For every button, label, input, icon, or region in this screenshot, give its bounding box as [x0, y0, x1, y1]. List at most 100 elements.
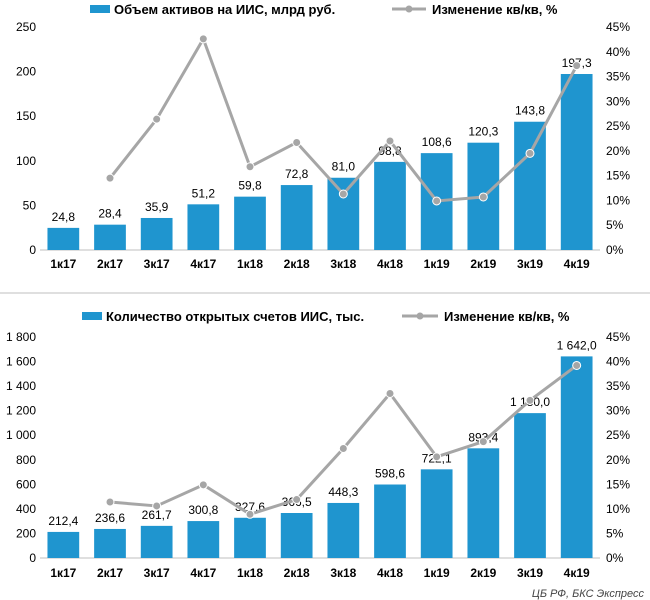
- change-point: [572, 360, 582, 370]
- legend-bar-label: Количество открытых счетов ИИС, тыс.: [106, 309, 364, 324]
- y2-tick-label: 0%: [606, 243, 624, 257]
- legend: Количество открытых счетов ИИС, тыс. Изме…: [82, 309, 570, 324]
- change-point: [338, 189, 348, 199]
- y2-tick-label: 5%: [606, 218, 624, 232]
- x-tick-label: 2к18: [284, 257, 310, 271]
- y-tick-label: 0: [29, 243, 36, 257]
- bar-4к17: [187, 521, 220, 558]
- bar-value-label: 81,0: [332, 160, 356, 174]
- source-note: ЦБ РФ, БКС Экспресс: [532, 588, 645, 600]
- x-tick-label: 3к19: [517, 257, 543, 271]
- change-point: [385, 136, 395, 146]
- y2-tick-label: 45%: [606, 330, 630, 344]
- y-tick-label: 0: [29, 551, 36, 565]
- bar-value-label: 28,4: [98, 207, 122, 221]
- bar-1к17: [47, 227, 80, 250]
- bar-value-label: 448,3: [328, 485, 358, 499]
- x-tick-label: 3к18: [330, 566, 356, 580]
- x-tick-label: 3к17: [144, 257, 170, 271]
- change-point: [245, 509, 255, 519]
- bar-4к19: [560, 74, 593, 251]
- bar-2к17: [94, 528, 126, 558]
- change-point: [292, 495, 302, 505]
- y2-tick-label: 5%: [606, 526, 624, 540]
- y2-tick-label: 15%: [606, 477, 630, 491]
- x-tick-label: 2к17: [97, 566, 123, 580]
- x-tick-label: 1к18: [237, 566, 263, 580]
- x-tick-label: 1к19: [424, 257, 450, 271]
- y-tick-label: 250: [16, 20, 36, 34]
- bar-2к19: [467, 448, 500, 558]
- change-point: [338, 443, 348, 453]
- x-tick-label: 3к18: [330, 257, 356, 271]
- bar-value-label: 236,6: [95, 511, 125, 525]
- bar-value-label: 143,8: [515, 104, 545, 118]
- x-tick-label: 3к19: [517, 566, 543, 580]
- y2-tick-label: 30%: [606, 94, 630, 108]
- x-tick-label: 4к17: [190, 257, 216, 271]
- y-tick-label: 1 400: [6, 379, 36, 393]
- change-line: [108, 37, 578, 203]
- change-point: [198, 34, 208, 44]
- change-point: [105, 173, 115, 183]
- legend-line-marker: [405, 5, 413, 13]
- y-tick-label: 1 200: [6, 404, 36, 418]
- bar-3к17: [140, 525, 173, 558]
- legend-bar-swatch: [82, 312, 102, 320]
- bar-value-label: 51,2: [192, 186, 216, 200]
- change-point: [198, 480, 208, 490]
- y-tick-label: 1 600: [6, 355, 36, 369]
- bar-2к18: [280, 513, 313, 558]
- change-point: [152, 501, 162, 511]
- change-point: [478, 192, 488, 202]
- bar-3к18: [327, 177, 360, 250]
- bar-value-label: 24,8: [52, 210, 76, 224]
- y-tick-label: 600: [16, 477, 36, 491]
- change-point: [292, 137, 302, 147]
- y-tick-label: 400: [16, 502, 36, 516]
- change-point: [525, 395, 535, 405]
- legend: Объем активов на ИИС, млрд руб. Изменение…: [90, 2, 558, 17]
- bar-value-label: 1 642,0: [557, 338, 597, 352]
- x-tick-label: 2к19: [470, 257, 496, 271]
- x-tick-label: 1к17: [50, 257, 76, 271]
- y-tick-label: 100: [16, 154, 36, 168]
- bar-4к18: [374, 161, 406, 250]
- bar-value-label: 598,6: [375, 467, 405, 481]
- y2-tick-label: 25%: [606, 428, 630, 442]
- x-tick-label: 4к18: [377, 257, 403, 271]
- bar-1к19: [420, 469, 453, 558]
- x-tick-label: 3к17: [144, 566, 170, 580]
- bar-2к17: [94, 224, 126, 250]
- legend-line-label: Изменение кв/кв, %: [444, 309, 570, 324]
- bar-1к17: [47, 531, 80, 558]
- y2-tick-label: 20%: [606, 453, 630, 467]
- change-point: [478, 437, 488, 447]
- change-point: [432, 196, 442, 206]
- y2-tick-label: 45%: [606, 20, 630, 34]
- y2-tick-label: 35%: [606, 379, 630, 393]
- bar-3к19: [514, 121, 546, 250]
- x-tick-label: 4к18: [377, 566, 403, 580]
- x-tick-label: 1к17: [50, 566, 76, 580]
- legend-bar-swatch: [90, 5, 110, 13]
- bar-value-label: 300,8: [188, 503, 218, 517]
- y2-tick-label: 30%: [606, 404, 630, 418]
- change-point: [152, 114, 162, 124]
- y2-tick-label: 10%: [606, 193, 630, 207]
- bar-3к19: [514, 413, 546, 558]
- y-tick-label: 1 800: [6, 330, 36, 344]
- y2-tick-label: 25%: [606, 119, 630, 133]
- bar-4к19: [560, 356, 593, 558]
- x-tick-label: 4к19: [564, 257, 590, 271]
- x-tick-label: 2к17: [97, 257, 123, 271]
- y-tick-label: 150: [16, 109, 36, 123]
- bar-3к18: [327, 502, 360, 558]
- x-tick-label: 2к19: [470, 566, 496, 580]
- bar-3к17: [140, 217, 173, 250]
- bar-value-label: 35,9: [145, 200, 169, 214]
- y2-tick-label: 40%: [606, 355, 630, 369]
- change-point: [525, 148, 535, 158]
- legend-bar-label: Объем активов на ИИС, млрд руб.: [114, 2, 335, 17]
